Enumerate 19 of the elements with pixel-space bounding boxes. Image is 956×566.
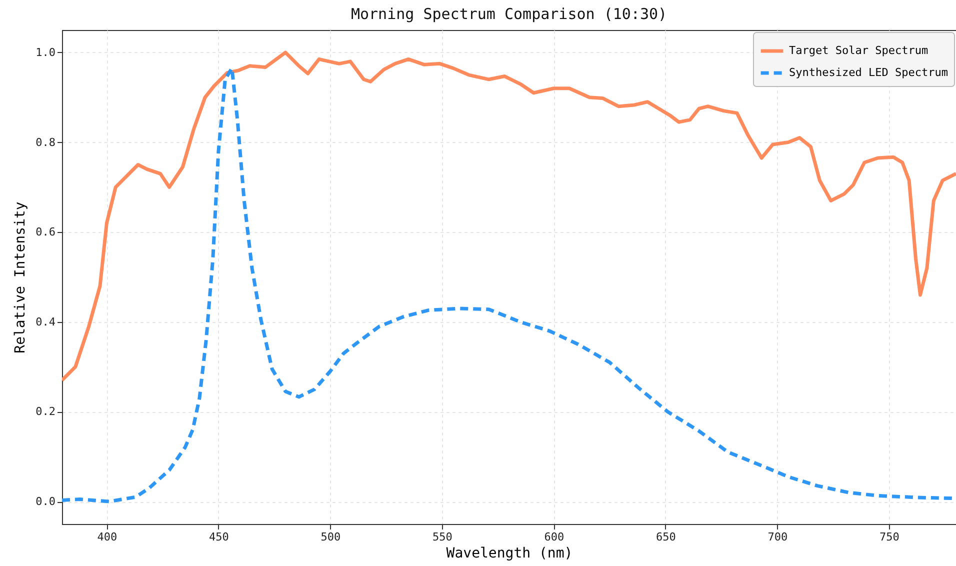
y-axis-title: Relative Intensity — [12, 202, 29, 354]
chart-title: Morning Spectrum Comparison (10:30) — [350, 5, 668, 23]
y-tick-label: 1.0 — [36, 46, 56, 59]
y-tick-label: 0.0 — [36, 495, 56, 508]
y-tick-label: 0.2 — [36, 405, 56, 418]
x-tick-label: 550 — [432, 530, 452, 544]
legend-label: Target Solar Spectrum — [789, 44, 928, 57]
y-tick-label: 0.4 — [36, 315, 56, 328]
x-tick-label: 750 — [880, 530, 900, 544]
x-tick-label: 600 — [544, 530, 564, 544]
x-tick-label: 400 — [97, 530, 118, 544]
x-tick-label: 700 — [768, 530, 788, 544]
x-tick-label: 650 — [656, 530, 676, 544]
x-tick-label: 500 — [320, 530, 341, 544]
y-tick-label: 0.8 — [36, 136, 56, 149]
x-axis-title: Wavelength (nm) — [446, 546, 573, 562]
y-tick-label: 0.6 — [36, 226, 56, 239]
x-tick-label: 450 — [209, 530, 229, 544]
legend-label: Synthesized LED Spectrum — [789, 66, 948, 79]
